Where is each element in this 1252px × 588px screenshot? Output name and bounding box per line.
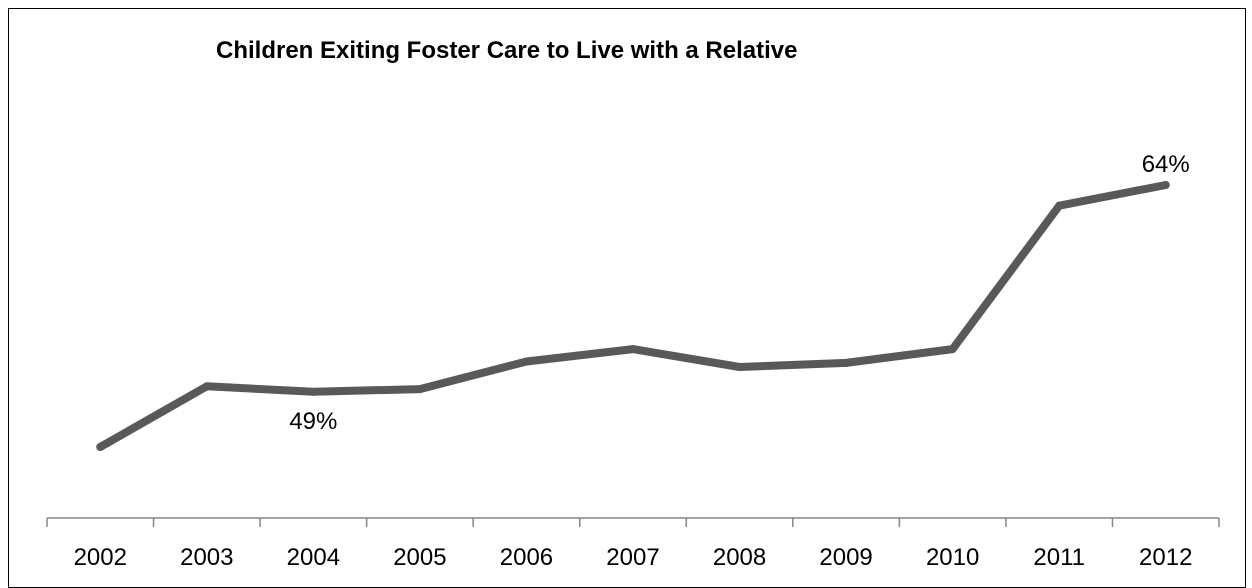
x-tick-label-2011: 2011 <box>1033 544 1085 571</box>
chart-title: Children Exiting Foster Care to Live wit… <box>216 37 798 64</box>
data-point-2009 <box>842 358 851 367</box>
data-point-2003 <box>202 382 211 391</box>
x-tick-label-2010: 2010 <box>926 544 979 571</box>
data-label-2012: 64% <box>1142 151 1190 178</box>
x-tick-label-2007: 2007 <box>606 544 659 571</box>
x-tick-label-2003: 2003 <box>180 544 233 571</box>
data-point-2012 <box>1161 181 1170 189</box>
data-point-2002 <box>96 443 105 451</box>
data-point-2008 <box>735 363 744 372</box>
x-tick-label-2009: 2009 <box>819 544 872 571</box>
x-tick-label-2008: 2008 <box>713 544 766 571</box>
data-point-2007 <box>629 345 637 354</box>
x-tick-label-2005: 2005 <box>393 544 446 571</box>
x-tick-label-2004: 2004 <box>287 544 340 571</box>
x-tick-label-2006: 2006 <box>500 544 553 571</box>
data-point-2010 <box>948 345 957 354</box>
data-label-2004: 49% <box>289 408 337 435</box>
data-point-2005 <box>415 385 424 394</box>
chart-frame <box>8 8 1246 588</box>
x-tick-label-2002: 2002 <box>74 544 127 571</box>
data-point-2011 <box>1055 201 1064 210</box>
series-line <box>96 181 1170 451</box>
x-tick-label-2012: 2012 <box>1139 544 1192 571</box>
data-point-2004 <box>309 387 318 396</box>
data-point-2006 <box>522 357 531 366</box>
